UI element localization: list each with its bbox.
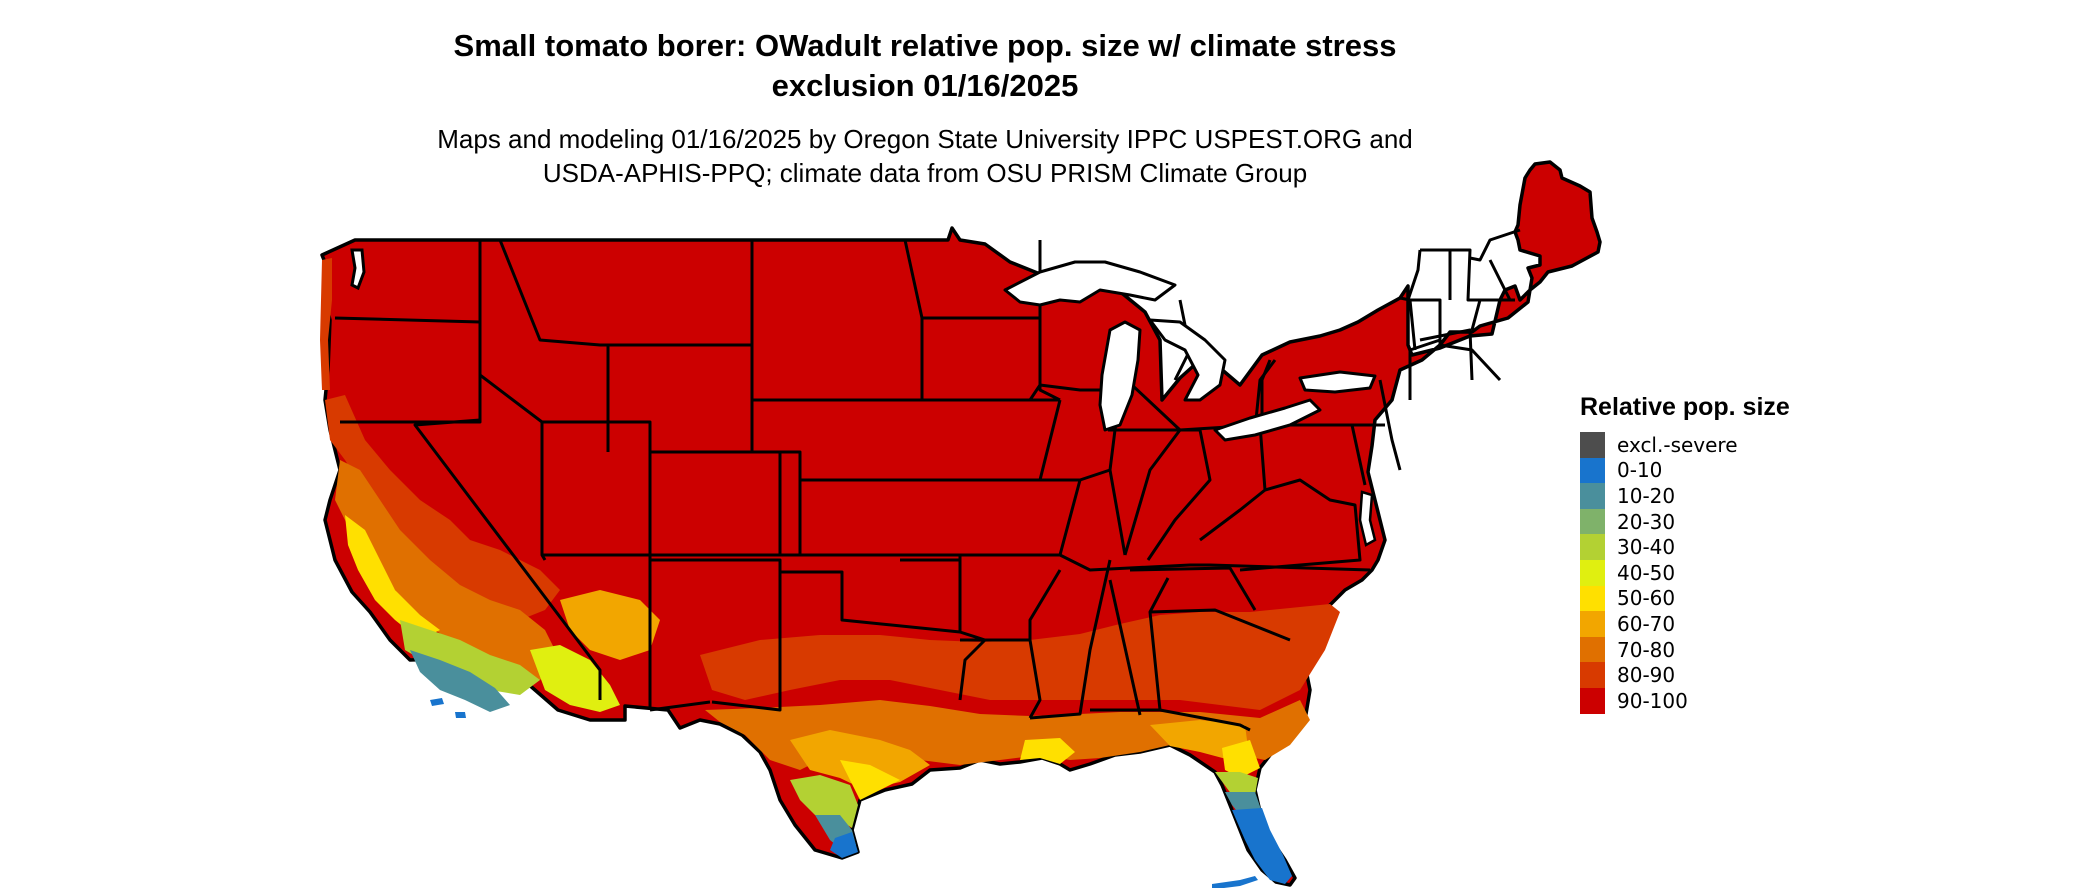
legend-swatch xyxy=(1580,483,1605,509)
zone-50-60-florida xyxy=(1222,740,1260,778)
legend-label: 50-60 xyxy=(1617,586,1676,611)
legend-label: 10-20 xyxy=(1617,483,1676,508)
legend-swatch xyxy=(1580,457,1605,484)
map-title-line-1: Small tomato borer: OWadult relative pop… xyxy=(453,28,1397,63)
puget-sound xyxy=(350,248,366,291)
legend-label: 70-80 xyxy=(1617,637,1676,662)
legend-swatch xyxy=(1580,636,1605,663)
great-lakes xyxy=(1003,260,1377,442)
chesapeake-bay xyxy=(1358,490,1377,547)
lake-ontario xyxy=(1298,370,1377,394)
legend-item: 20-30 xyxy=(1580,508,1790,535)
legend-item: 80-90 xyxy=(1580,662,1790,688)
legend-swatch xyxy=(1580,559,1605,586)
legend-label: 20-30 xyxy=(1617,509,1676,534)
zone-10-20-california xyxy=(410,650,510,712)
lake-erie xyxy=(1213,398,1322,442)
legend-swatch xyxy=(1580,662,1605,688)
zone-0-10-channel-islands xyxy=(430,698,466,718)
legend-label: 40-50 xyxy=(1617,560,1676,585)
legend-title: Relative pop. size xyxy=(1580,393,1790,421)
zone-80-90-south xyxy=(700,604,1340,710)
zone-80-90-california xyxy=(325,395,560,620)
legend-label: 0-10 xyxy=(1617,458,1663,483)
zone-30-40-florida xyxy=(1215,772,1258,795)
legend-swatch xyxy=(1580,534,1605,560)
legend-item: 90-100 xyxy=(1580,687,1790,714)
zone-0-10-florida xyxy=(1232,808,1292,884)
legend-item: 40-50 xyxy=(1580,559,1790,586)
legend-item: 60-70 xyxy=(1580,611,1790,637)
legend-label: 60-70 xyxy=(1617,611,1676,636)
zone-50-60-gulf xyxy=(1020,738,1075,764)
lake-michigan xyxy=(1098,320,1142,432)
lake-huron xyxy=(1148,318,1227,402)
zone-70-80-california xyxy=(335,460,560,680)
legend-label: 90-100 xyxy=(1617,688,1688,713)
zone-70-80-south xyxy=(705,700,1310,770)
map-title-line-2: exclusion 01/16/2025 xyxy=(771,68,1079,103)
zone-60-70-gulf xyxy=(790,730,930,790)
state-boundaries xyxy=(334,228,1521,732)
zone-50-60-california xyxy=(345,515,440,640)
usa-landmass xyxy=(320,160,1602,887)
legend-item: excl.-severe xyxy=(1580,432,1790,458)
lake-superior xyxy=(1003,260,1177,307)
zone-30-40-california xyxy=(400,620,540,695)
legend-swatch xyxy=(1580,585,1605,612)
legend-item: 50-60 xyxy=(1580,585,1790,612)
legend: Relative pop. size excl.-severe 0-10 10-20… xyxy=(1580,393,1790,714)
map-subtitle-line-1: Maps and modeling 01/16/2025 by Oregon S… xyxy=(437,124,1413,154)
zone-30-40-texas xyxy=(790,775,858,828)
zone-50-60-texas xyxy=(840,760,900,800)
legend-label: excl.-severe xyxy=(1617,432,1738,457)
legend-item: 30-40 xyxy=(1580,534,1790,560)
legend-swatch xyxy=(1580,611,1605,637)
legend-label: 30-40 xyxy=(1617,535,1676,560)
legend-label: 80-90 xyxy=(1617,663,1676,688)
legend-swatch xyxy=(1580,432,1605,458)
zone-40-50-arizona xyxy=(530,645,620,712)
florida-keys xyxy=(1212,876,1258,888)
zone-60-70-arizona xyxy=(560,590,660,660)
map-subtitle-line-2: USDA-APHIS-PPQ; climate data from OSU PR… xyxy=(542,158,1308,188)
legend-item: 10-20 xyxy=(1580,483,1790,509)
legend-swatch xyxy=(1580,687,1605,714)
legend-items: excl.-severe 0-10 10-20 20-30 30-40 40-50 50-6… xyxy=(1580,432,1790,714)
legend-item: 70-80 xyxy=(1580,636,1790,663)
legend-swatch xyxy=(1580,508,1605,535)
legend-item: 0-10 xyxy=(1580,457,1790,484)
zone-0-10-texas xyxy=(830,832,858,858)
zone-80-90-pacific-nw-coast xyxy=(320,258,332,390)
